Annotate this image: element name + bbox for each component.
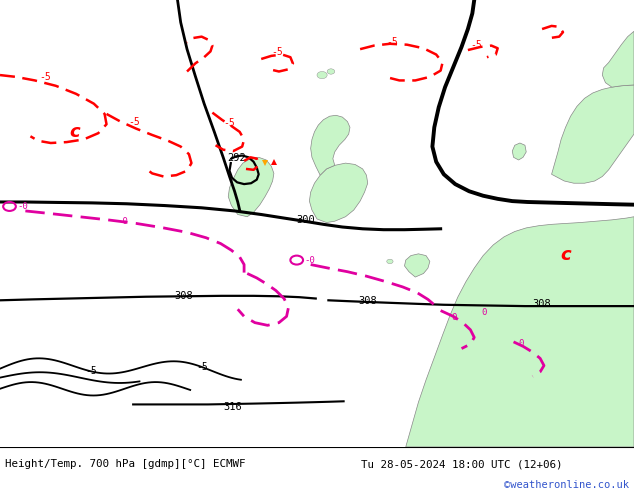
Text: -0: -0 <box>304 256 315 265</box>
Text: -5: -5 <box>470 40 482 50</box>
Polygon shape <box>602 31 634 87</box>
Text: 316: 316 <box>223 402 242 412</box>
Text: -5: -5 <box>223 118 235 128</box>
Text: -5: -5 <box>271 48 283 57</box>
Text: -5: -5 <box>39 72 51 81</box>
Polygon shape <box>512 143 526 160</box>
Text: -5: -5 <box>387 37 399 47</box>
Polygon shape <box>311 115 350 175</box>
Text: ©weatheronline.co.uk: ©weatheronline.co.uk <box>504 480 629 490</box>
Text: c: c <box>560 245 571 264</box>
Circle shape <box>317 72 327 79</box>
Circle shape <box>387 259 393 264</box>
Text: 0: 0 <box>482 308 487 317</box>
Polygon shape <box>406 217 634 447</box>
Text: -0: -0 <box>18 202 29 211</box>
Text: 308: 308 <box>533 299 552 310</box>
Text: 300: 300 <box>297 215 316 224</box>
Text: Height/Temp. 700 hPa [gdmp][°C] ECMWF: Height/Temp. 700 hPa [gdmp][°C] ECMWF <box>5 459 245 469</box>
Text: 308: 308 <box>358 296 377 306</box>
Text: -5: -5 <box>197 362 209 372</box>
Text: 0: 0 <box>519 340 524 348</box>
Polygon shape <box>552 85 634 183</box>
Text: c: c <box>70 123 80 141</box>
Text: 0: 0 <box>451 313 456 321</box>
Text: -5: -5 <box>128 117 140 127</box>
Text: 292: 292 <box>227 153 246 163</box>
Polygon shape <box>228 157 274 217</box>
Text: Tu 28-05-2024 18:00 UTC (12+06): Tu 28-05-2024 18:00 UTC (12+06) <box>361 459 563 469</box>
Circle shape <box>327 69 335 74</box>
Text: 308: 308 <box>174 292 193 301</box>
Text: -0: -0 <box>117 218 128 226</box>
Polygon shape <box>404 254 430 277</box>
Polygon shape <box>309 163 368 222</box>
Text: -5: -5 <box>86 367 98 376</box>
